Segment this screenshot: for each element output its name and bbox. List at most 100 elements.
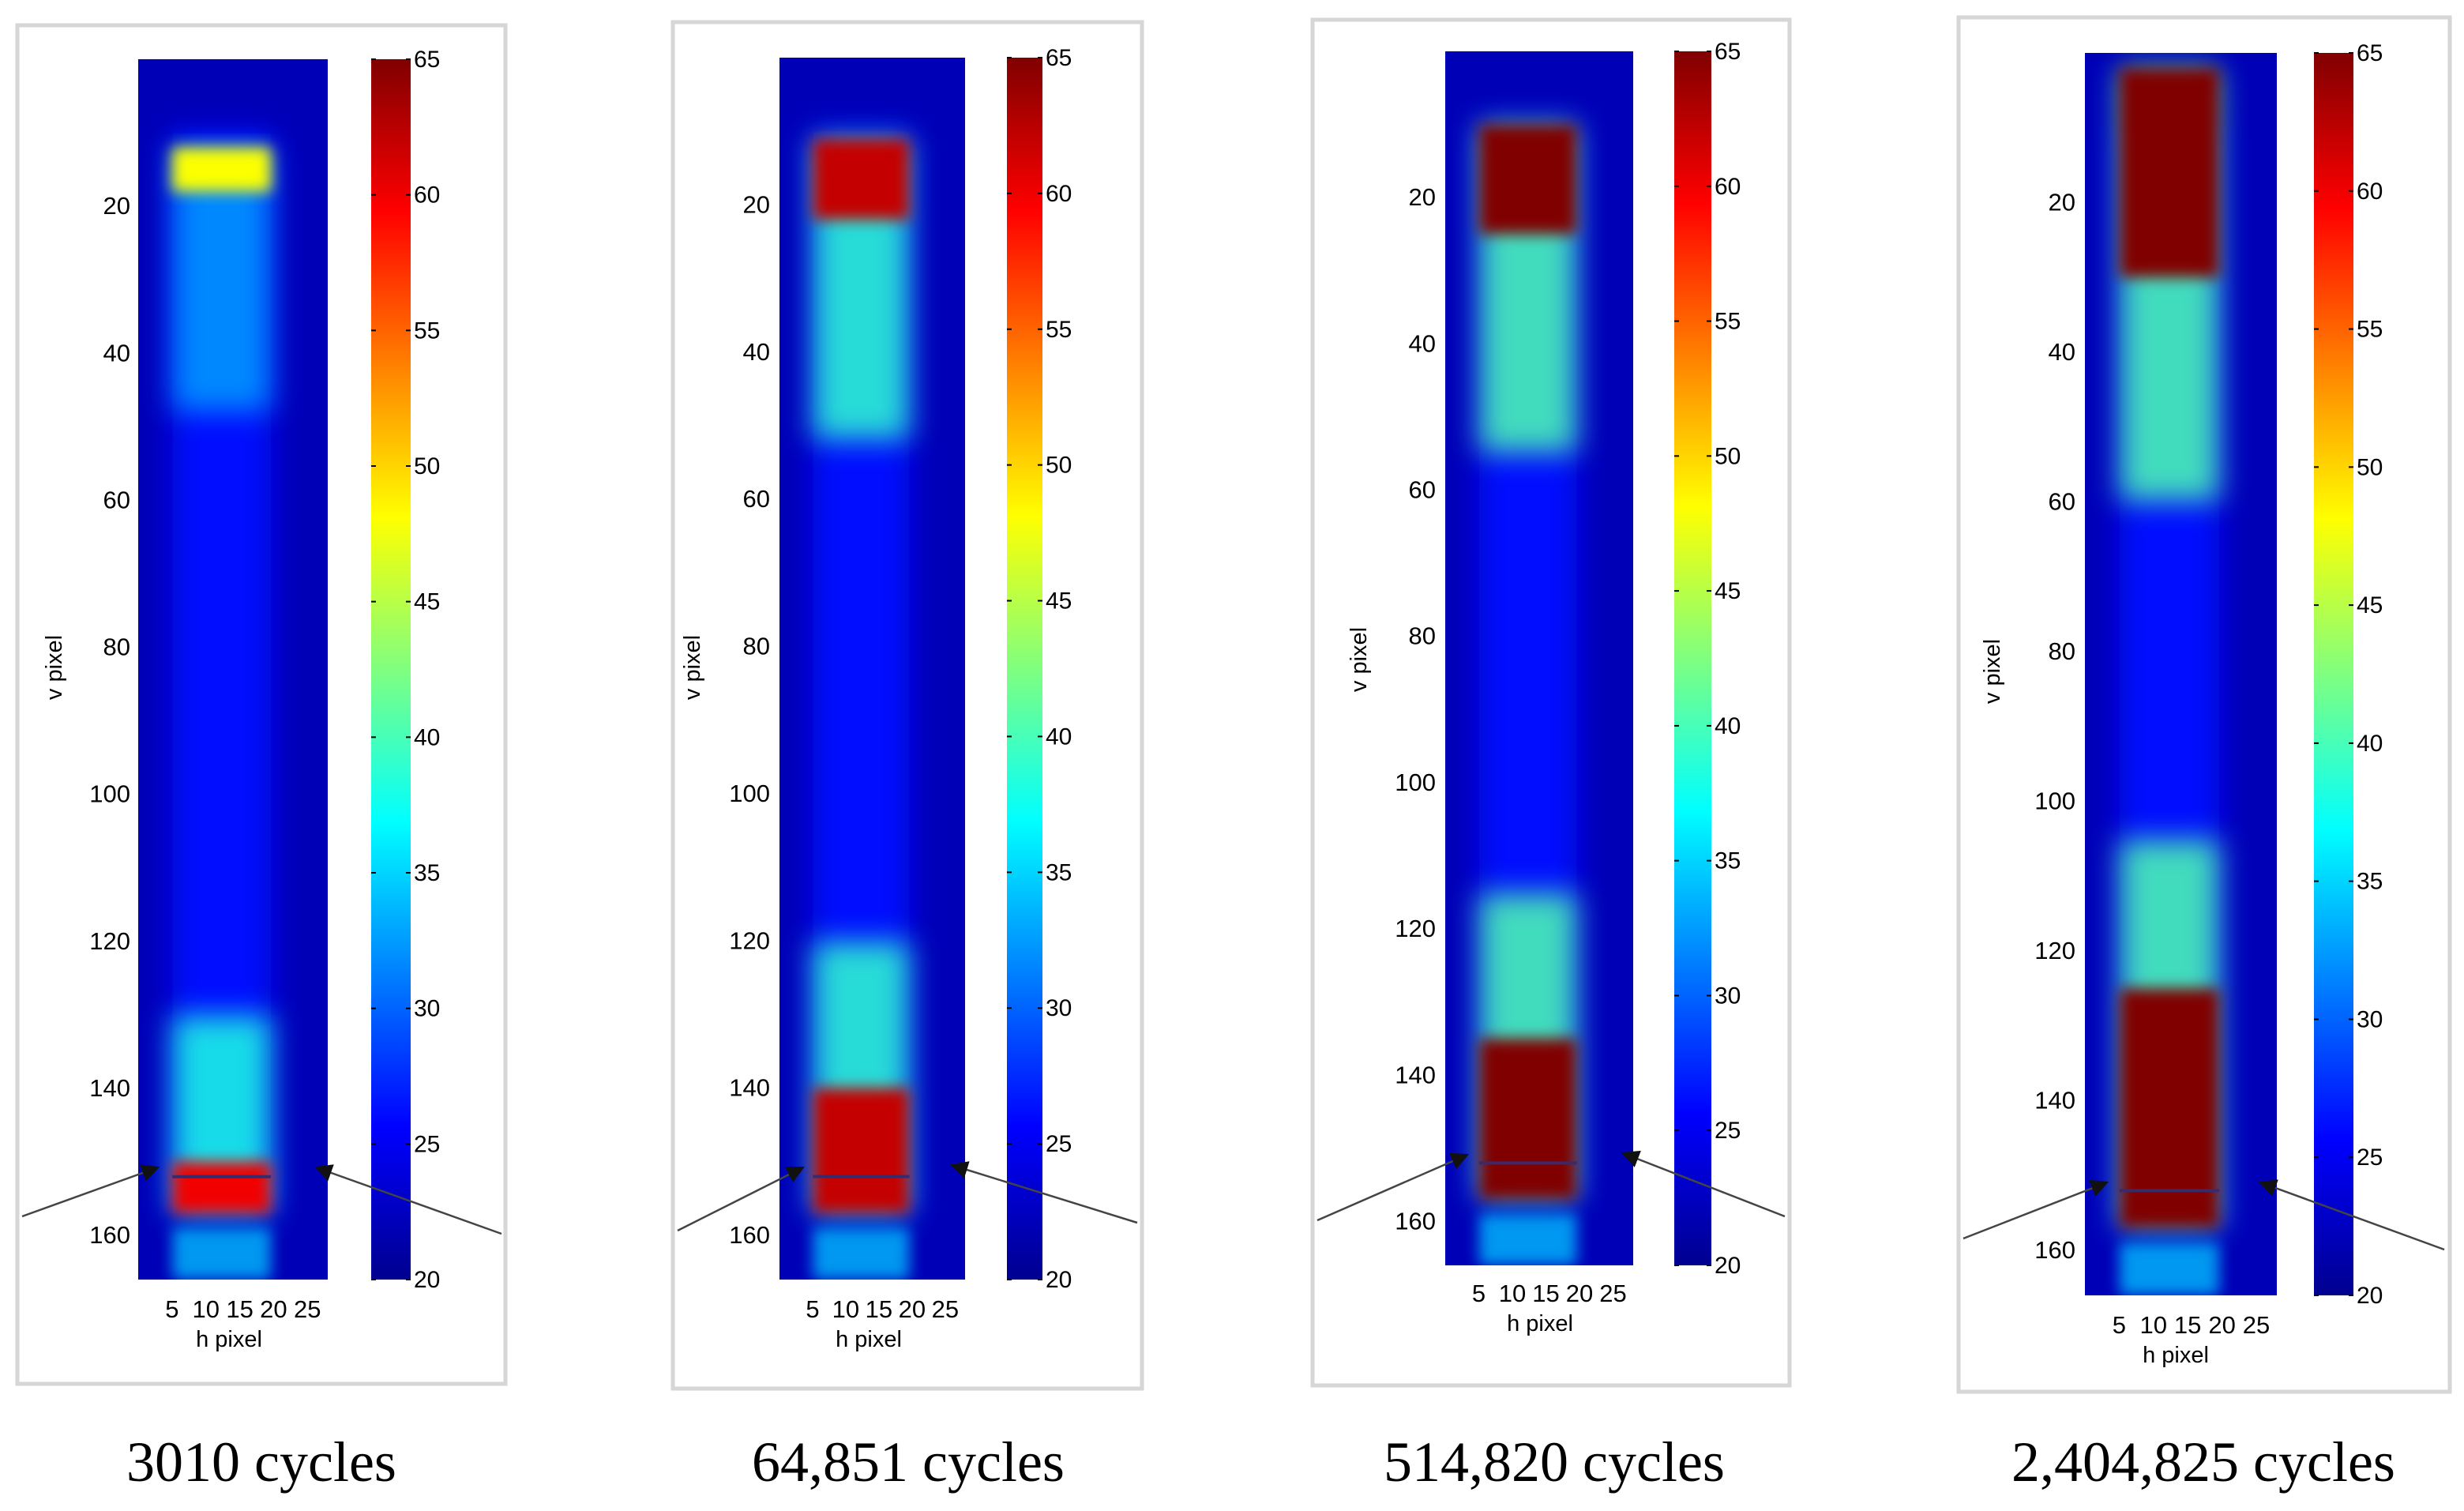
colorbar-tick-label: 45 bbox=[414, 589, 440, 615]
colorbar-tick-label: 25 bbox=[1046, 1131, 1072, 1157]
colorbar-tick-label: 35 bbox=[2357, 869, 2383, 895]
panel-1-heatmap bbox=[138, 59, 328, 1280]
panel-3-left-arrow bbox=[1317, 1152, 1470, 1222]
x-tick-label: 5 bbox=[2113, 1311, 2126, 1339]
panel-4-colorbar bbox=[2314, 53, 2353, 1295]
y-tick-label: 140 bbox=[89, 1074, 130, 1102]
y-tick-label: 120 bbox=[2034, 937, 2075, 964]
panel-3-right-arrow bbox=[1621, 1150, 1786, 1218]
colorbar-tick-label: 65 bbox=[414, 47, 440, 73]
x-tick-label: 10 bbox=[192, 1295, 219, 1323]
y-tick-label: 80 bbox=[2049, 637, 2075, 665]
panel-4-right-arrow bbox=[2258, 1179, 2445, 1251]
panel-4-colorbar-ticks: 20 25 30 35 40 45 50 55 60 65 bbox=[2314, 40, 2383, 1309]
y-tick-label: 120 bbox=[89, 927, 130, 955]
x-tick-label: 15 bbox=[2174, 1311, 2201, 1339]
y-tick-label: 60 bbox=[2049, 488, 2075, 516]
panel-4-grip-region bbox=[2119, 1242, 2220, 1295]
x-tick-label: 20 bbox=[1566, 1280, 1593, 1307]
y-tick-label: 20 bbox=[2049, 189, 2075, 216]
colorbar-tick-label: 65 bbox=[1715, 39, 1741, 65]
colorbar-tick-label: 55 bbox=[414, 318, 440, 344]
panel-1-caption: 3010 cycles bbox=[126, 1430, 396, 1494]
colorbar-tick-label: 20 bbox=[1046, 1267, 1072, 1293]
colorbar-tick-label: 20 bbox=[414, 1267, 440, 1293]
y-tick-label: 80 bbox=[103, 633, 130, 661]
colorbar-tick-label: 55 bbox=[1715, 309, 1741, 335]
colorbar-tick-label: 40 bbox=[2357, 731, 2383, 757]
colorbar-tick-label: 40 bbox=[1715, 713, 1741, 739]
panel-3-hot-spot-1 bbox=[1478, 124, 1577, 235]
x-tick-label: 10 bbox=[1499, 1280, 1526, 1307]
colorbar-tick-label: 50 bbox=[414, 453, 440, 479]
x-tick-label: 25 bbox=[294, 1295, 321, 1323]
panel-1-left-arrow bbox=[21, 1164, 160, 1218]
colorbar-tick-label: 55 bbox=[1046, 317, 1072, 343]
colorbar-tick-label: 25 bbox=[1715, 1118, 1741, 1144]
y-tick-label: 20 bbox=[743, 190, 770, 218]
panel-4-heatmap bbox=[2085, 53, 2277, 1295]
panel-2-heatmap bbox=[779, 58, 965, 1280]
panel-2-hot-spot-2 bbox=[813, 1088, 910, 1214]
colorbar-tick-label: 65 bbox=[2357, 40, 2383, 66]
colorbar-tick-label: 25 bbox=[2357, 1145, 2383, 1171]
panel-3-colorbar bbox=[1674, 51, 1711, 1265]
colorbar-tick-label: 20 bbox=[1715, 1253, 1741, 1279]
colorbar-tick-label: 60 bbox=[1046, 181, 1072, 207]
panel-4-caption: 2,404,825 cycles bbox=[2011, 1430, 2395, 1494]
y-tick-label: 40 bbox=[743, 338, 770, 366]
colorbar-tick-label: 60 bbox=[2357, 179, 2383, 205]
colorbar-tick-label: 50 bbox=[1715, 443, 1741, 469]
y-tick-label: 80 bbox=[1409, 622, 1436, 650]
y-tick-label: 40 bbox=[2049, 338, 2075, 366]
colorbar-tick-label: 65 bbox=[1046, 45, 1072, 71]
colorbar-tick-label: 45 bbox=[1715, 578, 1741, 604]
colorbar-tick-label: 35 bbox=[414, 860, 440, 886]
x-tick-label: 25 bbox=[932, 1295, 959, 1323]
colorbar-tick-label: 60 bbox=[414, 182, 440, 209]
panel-3-yticks: 20 40 60 80 100 120 140 160 bbox=[1395, 183, 1436, 1235]
panel-1-pointer-arrows bbox=[21, 1164, 502, 1235]
x-tick-label: 5 bbox=[1472, 1280, 1486, 1307]
colorbar-tick-label: 50 bbox=[2357, 454, 2383, 480]
colorbar-tick-label: 40 bbox=[414, 724, 440, 750]
panel-3-heatmap bbox=[1445, 51, 1633, 1265]
panel-4-hot-spot-2 bbox=[2119, 988, 2220, 1228]
y-tick-label: 100 bbox=[729, 780, 770, 807]
panel-1-colorbar-ticks: 20 25 30 35 40 45 50 55 60 65 bbox=[371, 47, 440, 1293]
y-tick-label: 140 bbox=[729, 1074, 770, 1102]
x-tick-label: 5 bbox=[806, 1295, 819, 1323]
x-tick-label: 20 bbox=[899, 1295, 926, 1323]
panel-3-xlabel: h pixel bbox=[1507, 1311, 1573, 1336]
panel-2-grip-region bbox=[813, 1227, 910, 1280]
panel-2-colorbar bbox=[1007, 58, 1042, 1280]
colorbar-tick-label: 50 bbox=[1046, 453, 1072, 479]
colorbar-tick-label: 30 bbox=[2357, 1006, 2383, 1032]
y-tick-label: 160 bbox=[2034, 1236, 2075, 1264]
panel-1-xticks: 5 10 15 20 25 bbox=[165, 1295, 321, 1323]
panel-1-hot-spot-1 bbox=[172, 147, 271, 192]
panel-3-xticks: 5 10 15 20 25 bbox=[1472, 1280, 1627, 1307]
panel-2-xticks: 5 10 15 20 25 bbox=[806, 1295, 959, 1323]
y-tick-label: 60 bbox=[103, 486, 130, 513]
panel-1-ylabel: v pixel bbox=[42, 635, 67, 700]
colorbar-tick-label: 35 bbox=[1046, 859, 1072, 885]
colorbar-tick-label: 30 bbox=[1715, 983, 1741, 1009]
colorbar-tick-label: 55 bbox=[2357, 317, 2383, 343]
colorbar-tick-label: 40 bbox=[1046, 724, 1072, 750]
colorbar-tick-label: 25 bbox=[414, 1131, 440, 1157]
y-tick-label: 120 bbox=[729, 927, 770, 954]
y-tick-label: 140 bbox=[1395, 1061, 1436, 1088]
colorbar-tick-label: 30 bbox=[1046, 995, 1072, 1021]
y-tick-label: 160 bbox=[729, 1221, 770, 1249]
colorbar-tick-label: 30 bbox=[414, 996, 440, 1022]
panel-1-yticks: 20 40 60 80 100 120 140 160 bbox=[89, 192, 130, 1249]
panel-3-pointer-arrows bbox=[1317, 1150, 1786, 1222]
panel-2-left-arrow bbox=[677, 1166, 806, 1232]
y-tick-label: 120 bbox=[1395, 915, 1436, 942]
y-tick-label: 160 bbox=[89, 1221, 130, 1249]
panel-1-hot-spot-2 bbox=[172, 1162, 271, 1214]
